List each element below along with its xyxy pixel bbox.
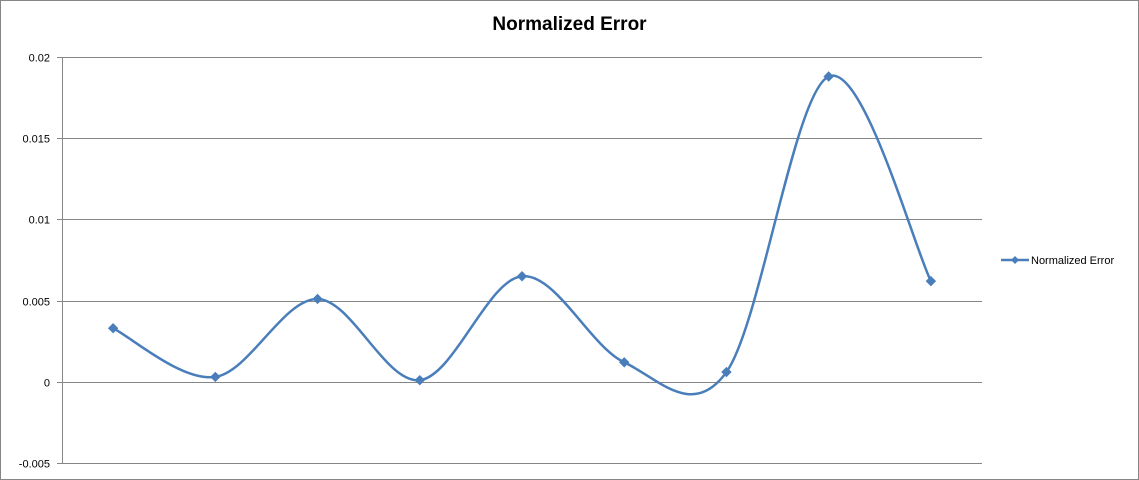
data-point <box>312 293 323 305</box>
data-point <box>823 71 834 82</box>
legend-marker <box>1011 256 1019 264</box>
data-point <box>619 357 630 368</box>
y-tick-label: 0.005 <box>22 297 50 309</box>
y-tick-label: 0.01 <box>29 215 50 227</box>
legend-label: Normalized Error <box>1031 255 1114 267</box>
y-tick-label: 0 <box>44 378 50 390</box>
chart-title: Normalized Error <box>492 14 647 35</box>
data-point <box>516 271 528 282</box>
data-point <box>414 374 425 386</box>
y-tick-label: 0.015 <box>22 134 50 146</box>
series-line <box>111 74 933 396</box>
data-point <box>925 275 937 287</box>
data-point <box>107 323 119 334</box>
data-point <box>721 366 732 378</box>
y-tick-label: 0.02 <box>29 53 50 65</box>
data-point <box>210 371 221 383</box>
y-tick-label: -0.005 <box>19 459 50 471</box>
